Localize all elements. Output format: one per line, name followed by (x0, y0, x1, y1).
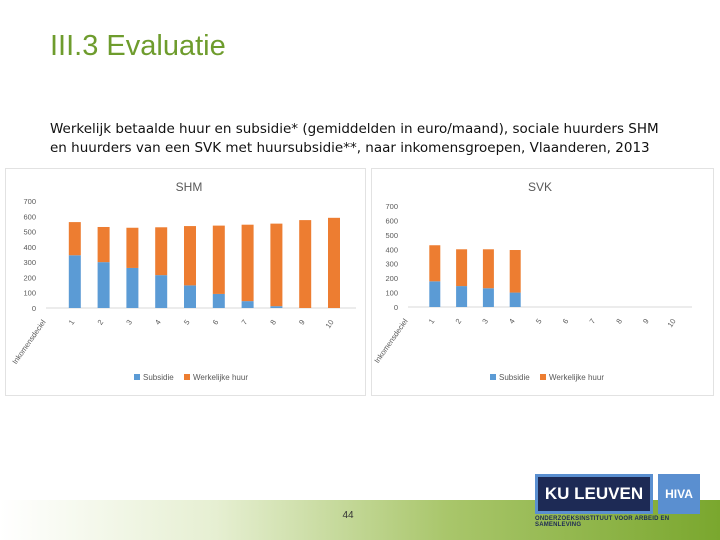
bar-werkelijke-huur-3 (482, 249, 494, 289)
bar-werkelijke-huur-4 (155, 227, 168, 276)
y-tick-label: 400 (23, 243, 36, 252)
bar-subsidie-6 (212, 293, 225, 308)
x-tick-label: 1 (67, 318, 77, 327)
x-tick-label: 9 (297, 318, 307, 327)
x-tick-label: 2 (95, 318, 105, 327)
bar-werkelijke-huur-10 (328, 217, 340, 308)
ku-leuven-logo: KU LEUVEN (535, 474, 653, 514)
chart-svg: SVK 0 100 200 300 400 500 600 700 Inkomensdeciel 1… (372, 180, 692, 382)
bar-subsidie-5 (184, 285, 196, 308)
bar-subsidie-8 (270, 306, 283, 308)
legend-swatch-werkelijke-huur (540, 374, 546, 380)
x-tick-label: 5 (182, 318, 192, 327)
bar-subsidie-1 (429, 281, 441, 307)
bar-subsidie-4 (509, 292, 521, 307)
x-tick-label: 2 (453, 317, 463, 326)
legend-label-subsidie: Subsidie (499, 373, 530, 382)
bar-werkelijke-huur-7 (241, 224, 254, 302)
x-tick-label: 7 (587, 317, 597, 326)
y-tick-label: 300 (385, 260, 398, 269)
y-tick-label: 0 (32, 304, 36, 313)
x-tick-label: 4 (507, 317, 517, 326)
x-tick-label: 8 (268, 318, 278, 327)
page-title: III.3 Evaluatie (50, 30, 226, 62)
legend-label-werkelijke-huur: Werkelijke huur (193, 373, 248, 382)
x-tick-label: 7 (239, 318, 249, 327)
bar-subsidie-1 (68, 255, 81, 308)
x-tick-label: 3 (480, 317, 490, 326)
hiva-logo-subtitle: ONDERZOEKSINSTITUUT VOOR ARBEID EN SAMEN… (535, 516, 670, 528)
bar-werkelijke-huur-5 (184, 226, 196, 286)
y-tick-label: 700 (23, 197, 36, 206)
x-tick-label: Inkomensdeciel (372, 317, 409, 365)
y-tick-label: 600 (23, 212, 36, 221)
x-tick-label: 10 (323, 318, 335, 330)
y-tick-label: 700 (385, 202, 398, 211)
x-tick-label: 1 (427, 317, 437, 326)
bar-subsidie-4 (155, 275, 168, 308)
bar-werkelijke-huur-4 (509, 250, 521, 293)
y-tick-label: 600 (385, 216, 398, 225)
bar-werkelijke-huur-2 (456, 249, 468, 287)
chart-title: SHM (176, 180, 203, 194)
bar-werkelijke-huur-8 (270, 223, 283, 307)
legend-label-subsidie: Subsidie (143, 373, 174, 382)
hiva-logo: HIVA (658, 474, 700, 514)
y-tick-label: 200 (385, 274, 398, 283)
y-tick-label: 100 (385, 289, 398, 298)
bar-werkelijke-huur-6 (212, 225, 225, 294)
x-tick-label: 8 (614, 317, 624, 326)
y-tick-label: 500 (23, 228, 36, 237)
bar-werkelijke-huur-2 (97, 226, 110, 263)
y-tick-label: 300 (23, 258, 36, 267)
legend-swatch-subsidie (134, 374, 140, 380)
legend-label-werkelijke-huur: Werkelijke huur (549, 373, 604, 382)
y-tick-label: 400 (385, 245, 398, 254)
chart-svg: SHM 0 100 200 300 400 500 600 700 Inkomensdeciel 1… (10, 180, 356, 382)
x-tick-label: 10 (665, 317, 677, 329)
y-tick-label: 500 (385, 231, 398, 240)
bar-subsidie-3 (126, 267, 139, 308)
legend-swatch-subsidie (490, 374, 496, 380)
x-tick-label: 3 (124, 318, 134, 327)
x-tick-label: 6 (561, 317, 571, 326)
bar-werkelijke-huur-1 (68, 222, 81, 256)
bar-subsidie-3 (482, 288, 494, 307)
page-number: 44 (342, 510, 354, 521)
x-tick-label: 9 (641, 317, 651, 326)
chart-title: SVK (528, 180, 552, 194)
bar-subsidie-7 (241, 301, 254, 308)
legend-swatch-werkelijke-huur (184, 374, 190, 380)
bar-werkelijke-huur-1 (429, 245, 441, 282)
x-tick-label: Inkomensdeciel (10, 318, 47, 366)
x-tick-label: 5 (534, 317, 544, 326)
x-tick-label: 6 (211, 318, 221, 327)
y-tick-label: 100 (23, 289, 36, 298)
bar-werkelijke-huur-9 (299, 220, 312, 308)
chart-shm: SHM 0 100 200 300 400 500 600 700 Inkomensdeciel 1… (5, 168, 366, 396)
bar-subsidie-2 (97, 262, 110, 308)
chart-svk: SVK 0 100 200 300 400 500 600 700 Inkomensdeciel 1… (371, 168, 714, 396)
y-tick-label: 0 (394, 303, 398, 312)
y-tick-label: 200 (23, 273, 36, 282)
bar-subsidie-2 (456, 286, 468, 307)
page-subtitle: Werkelijk betaalde huur en subsidie* (ge… (50, 121, 659, 156)
x-tick-label: 4 (153, 318, 163, 327)
bar-werkelijke-huur-3 (126, 227, 139, 268)
